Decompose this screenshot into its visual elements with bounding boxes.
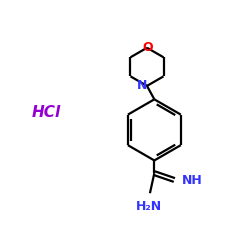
Text: NH: NH	[182, 174, 203, 186]
Text: H₂N: H₂N	[136, 200, 162, 213]
Text: HCl: HCl	[32, 105, 62, 120]
Text: N: N	[136, 79, 147, 92]
Text: O: O	[142, 41, 153, 54]
